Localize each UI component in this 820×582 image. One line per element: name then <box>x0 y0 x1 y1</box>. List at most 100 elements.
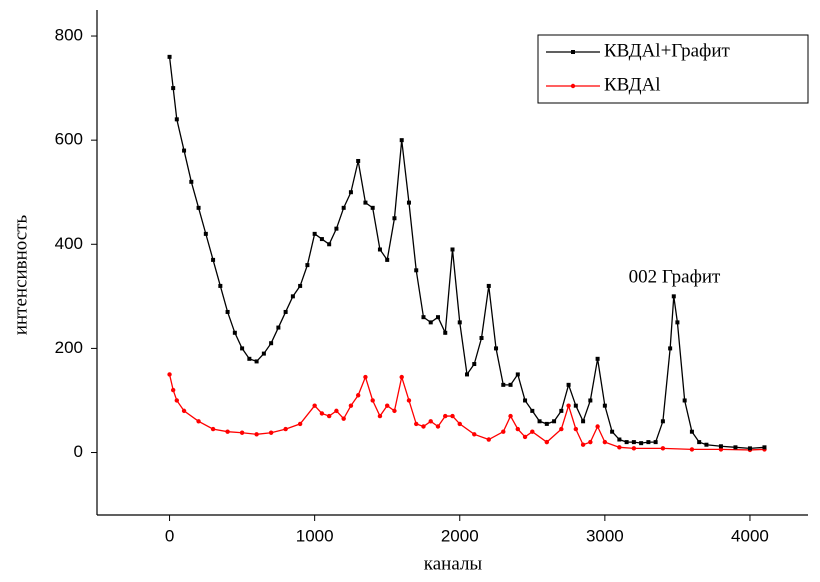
marker <box>602 403 607 408</box>
marker <box>385 257 390 262</box>
marker <box>399 138 404 143</box>
marker <box>457 421 462 427</box>
marker <box>356 158 361 163</box>
marker <box>348 190 353 195</box>
marker <box>718 447 724 452</box>
marker <box>501 429 506 434</box>
marker <box>501 382 506 387</box>
marker <box>747 446 752 451</box>
marker <box>298 283 303 288</box>
marker <box>319 411 325 416</box>
marker <box>421 315 426 320</box>
marker <box>283 309 288 314</box>
marker <box>530 408 535 413</box>
x-tick-label: 4000 <box>731 526 769 545</box>
x-axis-label: каналы <box>424 553 483 574</box>
marker <box>211 257 216 262</box>
marker <box>170 387 176 393</box>
marker <box>530 429 535 434</box>
series-line <box>168 56 765 450</box>
marker <box>268 430 274 435</box>
marker <box>671 294 676 299</box>
series-line <box>168 374 765 451</box>
marker <box>406 200 411 205</box>
marker <box>472 362 477 367</box>
marker <box>225 429 230 434</box>
marker <box>182 148 187 153</box>
marker <box>254 432 259 437</box>
marker <box>435 315 440 320</box>
marker <box>588 439 593 445</box>
x-tick-label: 1000 <box>296 526 334 545</box>
marker <box>261 351 266 356</box>
marker <box>377 413 383 419</box>
marker <box>573 426 579 432</box>
marker <box>167 54 172 59</box>
marker <box>537 419 542 424</box>
y-tick-label: 600 <box>55 130 83 149</box>
marker <box>610 429 615 434</box>
marker <box>580 442 586 447</box>
marker <box>406 398 412 403</box>
marker <box>646 440 651 445</box>
marker <box>573 403 578 408</box>
marker <box>653 440 658 445</box>
marker <box>181 408 187 414</box>
y-tick-label: 0 <box>74 442 83 461</box>
marker <box>675 320 680 325</box>
marker <box>363 200 368 205</box>
marker <box>421 424 426 429</box>
marker <box>523 398 528 403</box>
marker <box>167 372 172 377</box>
marker <box>203 231 208 236</box>
marker <box>385 403 390 408</box>
marker <box>682 398 687 403</box>
marker <box>544 421 549 426</box>
marker <box>319 237 324 242</box>
marker <box>617 437 622 442</box>
marker <box>559 408 564 413</box>
y-tick-label: 800 <box>55 26 83 45</box>
annotation: 002 Графит <box>629 266 721 287</box>
marker <box>595 424 600 429</box>
marker <box>171 86 176 91</box>
marker <box>196 205 201 210</box>
marker <box>218 283 223 288</box>
marker <box>443 330 448 335</box>
marker <box>508 382 513 387</box>
marker <box>392 408 397 414</box>
marker <box>189 179 194 184</box>
marker <box>668 346 673 351</box>
marker <box>552 419 557 424</box>
marker <box>326 413 332 419</box>
marker <box>704 442 709 447</box>
marker <box>435 424 441 429</box>
marker <box>571 50 575 54</box>
marker <box>660 419 665 424</box>
legend-label: КВДAl <box>604 74 661 95</box>
marker <box>210 426 216 432</box>
marker <box>240 346 245 351</box>
marker <box>457 320 462 325</box>
marker <box>341 416 346 421</box>
marker <box>762 445 767 450</box>
marker <box>515 372 520 377</box>
marker <box>494 346 499 351</box>
marker <box>472 432 477 437</box>
marker <box>312 231 317 236</box>
marker <box>624 440 629 445</box>
marker <box>617 445 622 450</box>
marker <box>428 320 433 325</box>
marker <box>254 359 259 364</box>
marker <box>479 335 484 340</box>
marker <box>559 426 564 432</box>
marker <box>733 445 738 450</box>
marker <box>588 398 593 403</box>
marker <box>334 226 339 231</box>
marker <box>370 398 375 403</box>
marker <box>522 434 528 440</box>
marker <box>363 374 368 380</box>
marker <box>196 419 201 424</box>
legend-box <box>537 34 809 104</box>
marker <box>370 205 375 210</box>
